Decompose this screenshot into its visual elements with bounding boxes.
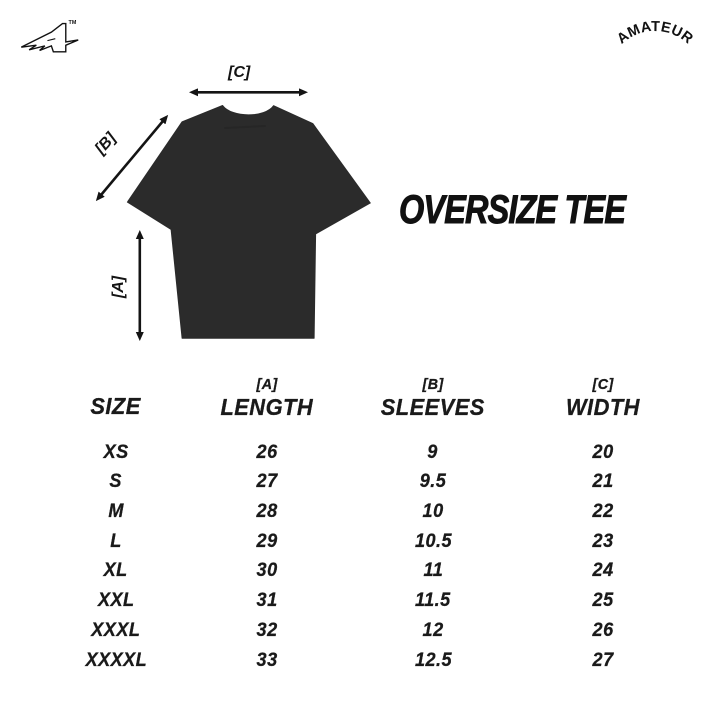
svg-text:AMATEUR: AMATEUR: [614, 19, 696, 48]
